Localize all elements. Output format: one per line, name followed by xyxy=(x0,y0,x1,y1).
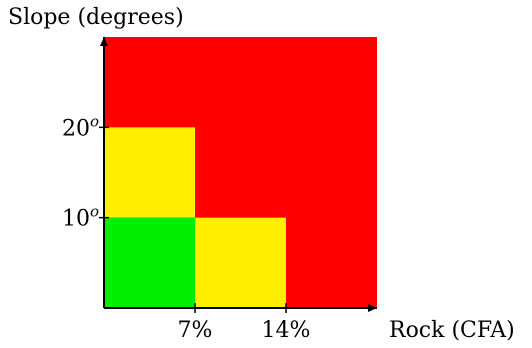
x-tick-label: 14% xyxy=(262,318,311,343)
x-axis-label: Rock (CFA) xyxy=(389,318,515,343)
x-tick-label: 7% xyxy=(178,318,213,343)
yellow-region-upper xyxy=(104,127,195,218)
regions-group xyxy=(104,37,377,308)
y-tick-label-sup: o xyxy=(90,112,99,130)
y-tick-label: 10o xyxy=(62,203,99,232)
y-tick-label-base: 20 xyxy=(62,116,90,141)
y-tick-label-base: 10 xyxy=(62,207,90,232)
y-tick-label: 20o xyxy=(62,112,99,141)
y-tick-label-sup: o xyxy=(90,203,99,221)
y-axis-label: Slope (degrees) xyxy=(8,5,184,30)
green-region xyxy=(104,217,195,308)
yellow-region-lower xyxy=(195,217,286,308)
